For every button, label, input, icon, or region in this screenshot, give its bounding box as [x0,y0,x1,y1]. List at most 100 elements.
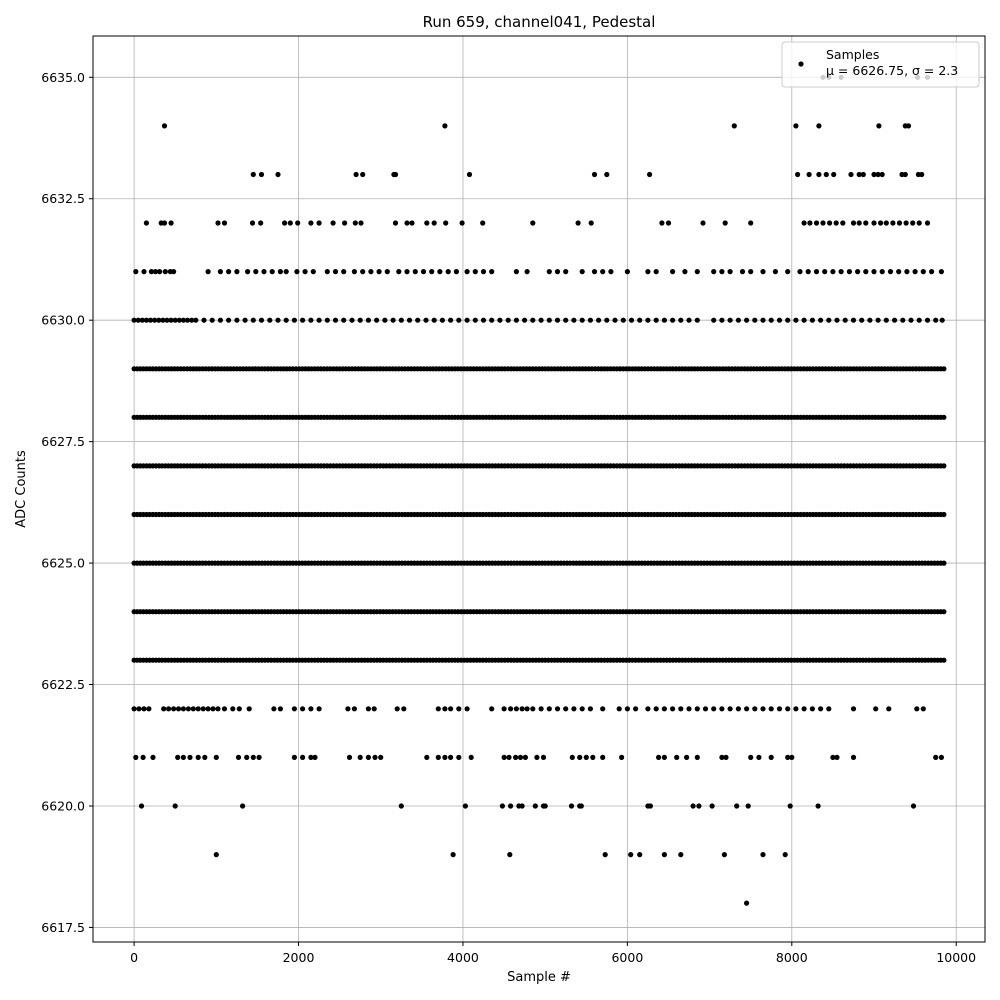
y-tick-label: 6620.0 [41,798,85,813]
data-point [686,706,692,712]
data-point [914,706,920,712]
data-point [871,220,877,226]
data-point [210,706,216,712]
data-point [466,171,473,178]
data-point [600,269,606,275]
data-point [357,754,363,761]
data-point [459,220,465,226]
data-point [342,220,348,226]
data-point [135,317,141,323]
data-point [480,269,487,275]
data-point [401,706,407,712]
data-point [140,754,146,761]
data-point [578,803,584,809]
data-point [653,706,659,712]
data-point [760,706,766,712]
data-point [499,803,505,809]
data-point [637,852,643,858]
data-point [133,269,139,275]
data-point [302,269,308,275]
data-point [612,317,618,323]
data-point [396,269,402,275]
data-point [506,754,512,761]
y-tick-label: 6632.5 [41,191,85,206]
data-point [136,706,142,712]
data-point [859,317,865,323]
data-point [748,754,754,761]
data-point [152,317,158,323]
data-point [360,269,366,275]
x-tick-label: 6000 [611,950,643,965]
data-point [850,706,857,712]
data-point [916,317,922,323]
data-point [628,852,634,858]
data-point [700,220,706,226]
data-point [678,317,684,323]
y-tick-label: 6627.5 [41,434,85,449]
y-axis-label: ADC Counts [14,450,29,528]
data-point [489,317,495,323]
data-point [258,317,265,323]
data-point [346,754,353,761]
data-point [358,220,364,226]
data-point [871,269,877,275]
data-point [519,706,525,712]
data-point [661,317,668,323]
data-point [420,269,427,275]
data-point [659,220,665,226]
data-point [378,754,384,761]
data-point [910,220,916,226]
data-point [795,171,801,178]
data-point [744,706,750,712]
data-point [873,706,879,712]
data-point [830,269,836,275]
data-point [818,317,824,323]
plot-frame [92,35,986,943]
data-point [941,560,947,566]
data-point [831,171,837,178]
data-point [507,852,513,858]
data-point [180,754,186,761]
data-point [591,171,598,178]
data-point [201,317,207,323]
data-point [871,171,877,178]
data-point [150,754,156,761]
x-tick-label: 4000 [447,950,479,965]
data-point [587,317,594,323]
data-point [382,317,388,323]
data-point [365,706,371,712]
data-point [855,269,861,275]
data-point [678,852,684,858]
data-point [164,317,170,323]
data-point [193,317,199,323]
data-point [384,269,390,275]
data-point [161,706,167,712]
data-point [905,123,912,129]
data-point [508,706,514,712]
data-point [719,754,725,761]
data-point [406,317,413,323]
data-point [813,269,820,275]
data-point [734,803,740,809]
data-point [938,754,945,761]
data-point [390,317,396,323]
data-point [540,754,547,761]
data-point [748,220,754,226]
data-point [308,706,314,712]
data-point [860,171,866,178]
data-point [816,171,822,178]
data-point [189,317,195,323]
data-point [368,269,374,275]
data-point [480,317,487,323]
data-point [744,900,750,906]
data-point [519,803,525,809]
data-point [351,706,357,712]
data-point [185,706,191,712]
data-point [896,269,902,275]
data-point [591,269,598,275]
data-point [353,171,359,178]
data-point [682,269,688,275]
data-point [850,754,857,761]
data-point [456,317,462,323]
